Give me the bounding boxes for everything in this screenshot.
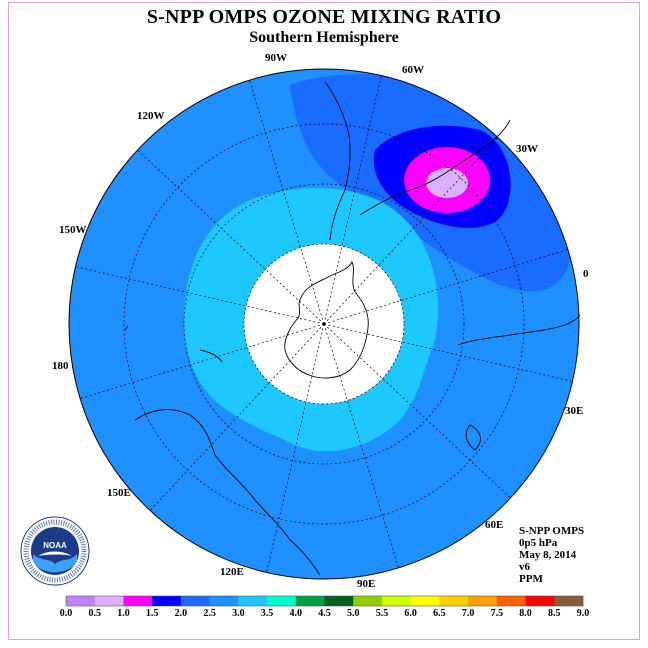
antarctica-coastline <box>284 260 369 379</box>
latitude-circle <box>243 243 405 405</box>
colorbar-tick-label: 3.0 <box>232 608 245 619</box>
meridian-line <box>323 323 399 568</box>
map-subtitle: Southern Hemisphere <box>249 29 399 46</box>
australia-coastline <box>134 409 321 576</box>
colorbar-tick-label: 8.0 <box>519 608 532 619</box>
noaa-logo: NOAA <box>20 516 90 586</box>
lon-label-150w: 150W <box>59 224 87 236</box>
colorbar-tick-label: 9.0 <box>576 608 590 619</box>
info-instrument: S-NPP OMPS <box>519 525 585 537</box>
lon-label-90e: 90E <box>357 578 376 590</box>
map-border <box>68 68 580 580</box>
africa-coastline <box>457 314 581 451</box>
map-title: S-NPP OMPS OZONE MIXING RATIO <box>146 6 502 28</box>
meridian-line <box>323 75 382 325</box>
colorbar-tick-label: 3.5 <box>260 608 274 619</box>
lon-label-90w: 90W <box>265 52 287 64</box>
colorbar-tick-label: 6.0 <box>404 608 417 619</box>
lon-label-0: 0 <box>583 268 589 280</box>
meridian-line <box>266 323 325 573</box>
info-version: v6 <box>519 561 530 573</box>
coastlines <box>124 81 581 576</box>
meridian-line <box>323 249 568 325</box>
colorbar-tick-label: 0.0 <box>59 608 73 619</box>
lon-label-120w: 120W <box>137 110 165 122</box>
lon-label-60w: 60W <box>402 64 424 76</box>
lon-label-30w: 30W <box>516 143 538 155</box>
meridian-line <box>137 149 325 325</box>
meridian-line <box>323 323 511 499</box>
noaa-logo-text: NOAA <box>43 541 67 550</box>
product-info: S-NPP OMPS 0p5 hPa May 8, 2014 v6 PPM <box>519 525 584 585</box>
colorbar-tick-label: 2.5 <box>203 608 216 619</box>
colorbar-tick-label: 7.0 <box>461 608 475 619</box>
latitude-circle <box>123 123 525 525</box>
meridian-line <box>323 323 573 382</box>
meridian-line <box>249 80 325 325</box>
lon-label-150e: 150E <box>107 487 131 499</box>
info-date: May 8, 2014 <box>519 549 577 561</box>
colorbar-tick-label: 7.5 <box>490 608 504 619</box>
meridian-line <box>80 323 325 399</box>
colorbar-tick-label: 4.5 <box>318 608 331 619</box>
meridian-line <box>75 266 325 325</box>
meridian-line <box>323 137 499 325</box>
field-band-0-5-to-1-0 <box>426 168 468 198</box>
graticule <box>75 75 573 573</box>
colorbar-tick-label: 8.5 <box>548 608 561 619</box>
south-america-coastline <box>324 81 511 241</box>
colorbar-tick-label: 4.0 <box>289 608 303 619</box>
meridian-line <box>149 323 325 511</box>
lon-label-120e: 120E <box>220 566 244 578</box>
colorbar-tick-label: 0.5 <box>88 608 101 619</box>
lon-label-180: 180 <box>52 360 69 372</box>
lon-label-60e: 60E <box>485 519 504 531</box>
latitude-circle <box>183 183 465 465</box>
new-zealand-coastline <box>124 325 223 363</box>
plot-frame <box>8 2 640 640</box>
colorbar-tick-label: 1.0 <box>117 608 130 619</box>
info-units: PPM <box>519 573 543 585</box>
colorbar-tick-label: 2.0 <box>174 608 188 619</box>
colorbar-tick-label: 5.0 <box>346 608 360 619</box>
colorbar-tick-label: 6.5 <box>433 608 446 619</box>
colorbar-tick-label: 5.5 <box>375 608 389 619</box>
colorbar-tick-label: 1.5 <box>145 608 159 619</box>
info-level: 0p5 hPa <box>519 537 558 549</box>
lon-label-30e: 30E <box>565 405 584 417</box>
